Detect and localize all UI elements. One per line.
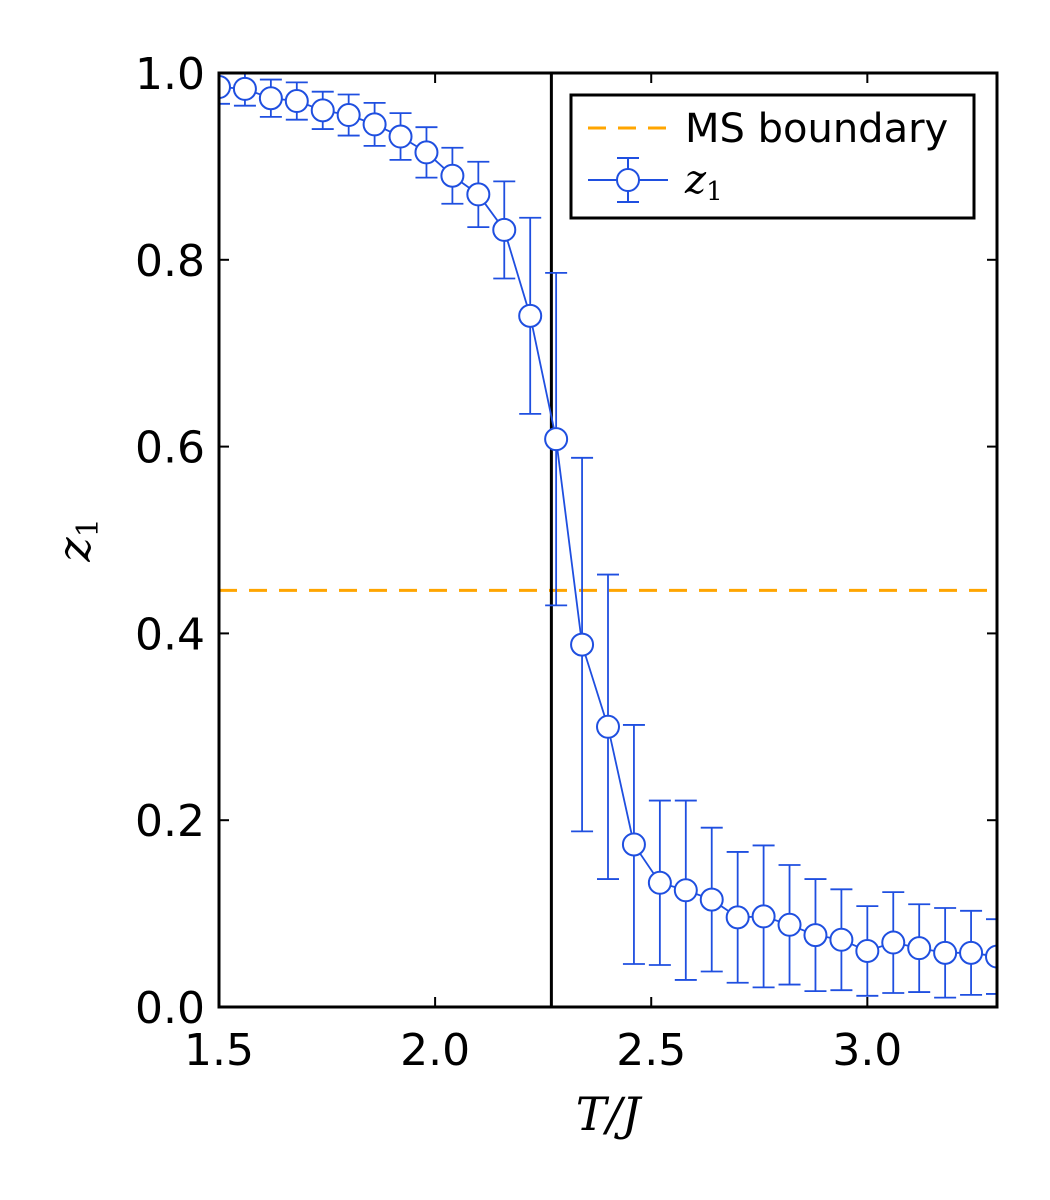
y-axis-label-subscript: 1 <box>71 518 106 537</box>
data-point <box>881 930 906 955</box>
x-axis-label: T/J <box>576 1087 643 1141</box>
data-point <box>699 887 724 912</box>
legend-box <box>569 93 976 220</box>
data-point <box>725 905 750 930</box>
data-point <box>570 632 595 657</box>
data-point <box>673 878 698 903</box>
y-tick-label: 0.4 <box>135 609 205 660</box>
data-point <box>336 103 361 128</box>
x-tick-label: 1.5 <box>184 1025 254 1076</box>
y-tick-label: 0.0 <box>135 983 205 1034</box>
data-point <box>647 870 672 895</box>
data-point <box>803 923 828 948</box>
data-point <box>596 714 620 739</box>
data-point <box>855 938 880 963</box>
y-tick-label: 0.2 <box>135 796 205 847</box>
y-tick-label: 0.6 <box>135 423 205 474</box>
data-point <box>232 76 257 101</box>
x-tick-label: 2.0 <box>400 1025 470 1076</box>
data-point <box>219 75 231 100</box>
data-point <box>777 912 802 937</box>
data-point <box>492 217 517 242</box>
data-point <box>440 163 465 188</box>
data-point <box>959 940 984 965</box>
data-point <box>621 832 646 857</box>
data-point <box>284 89 309 114</box>
data-point <box>388 124 413 149</box>
y-axis-label: z1 <box>47 518 106 562</box>
legend-z1-swatch <box>588 157 668 203</box>
data-point <box>362 112 387 137</box>
data-point <box>518 303 543 328</box>
x-tick-label: 2.5 <box>616 1025 686 1076</box>
data-point <box>829 927 854 952</box>
data-point <box>907 936 932 961</box>
data-point <box>544 427 569 452</box>
legend-ms-boundary-label: MS boundary <box>685 106 948 152</box>
errorbar <box>219 73 230 105</box>
data-point <box>414 140 439 165</box>
legend: MS boundary z1 <box>569 93 976 220</box>
data-point <box>985 944 997 969</box>
data-point <box>933 940 958 965</box>
data-point <box>466 182 491 207</box>
data-point <box>310 98 335 123</box>
y-tick-label: 0.8 <box>135 236 205 287</box>
plot-frame <box>217 71 999 1009</box>
errorbar <box>986 918 997 995</box>
y-tick-label: 1.0 <box>135 49 205 100</box>
data-point <box>751 904 776 929</box>
x-tick-label: 3.0 <box>832 1025 902 1076</box>
data-point <box>258 86 283 111</box>
